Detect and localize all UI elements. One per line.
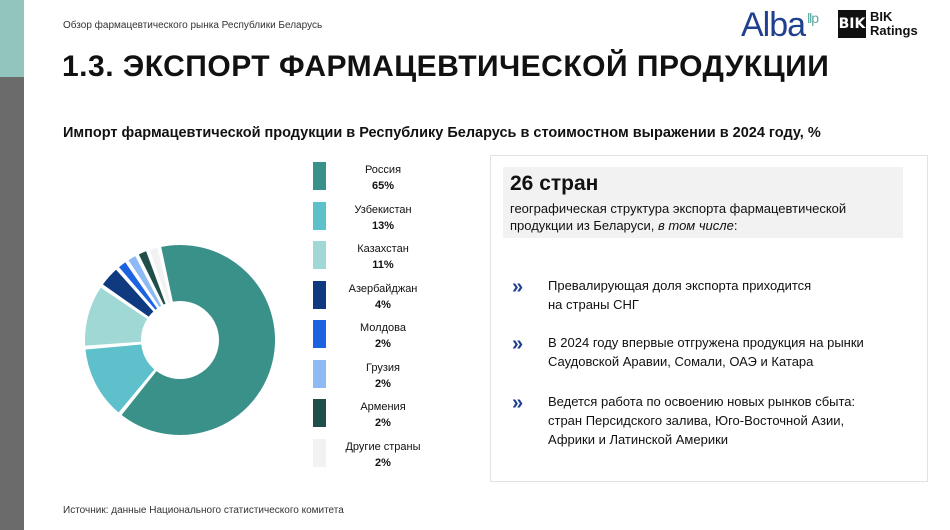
legend-label: Узбекистан [354, 203, 412, 216]
chart-title: Импорт фармацевтической продукции в Респ… [63, 125, 821, 141]
legend-swatch [313, 438, 326, 467]
count-desc-tail: : [733, 218, 738, 233]
legend-swatch [313, 162, 326, 190]
bullet-text: В 2024 году впервые отгружена продукция … [548, 333, 864, 371]
sidebar-accent-gray [0, 77, 24, 530]
donut-slice-1 [118, 243, 277, 437]
bik-logo-mark: BIK [838, 10, 866, 38]
bullet-item: » Превалирующая доля экспорта приходится… [512, 276, 811, 314]
alba-logo: Alba llp [741, 6, 819, 45]
legend-item: Азербайджан 4% [313, 278, 433, 312]
legend-value: 11% [372, 259, 394, 271]
bullet-line: В 2024 году впервые отгружена продукция … [548, 335, 864, 350]
legend-label: Армения [360, 401, 406, 413]
donut-slice-3 [83, 284, 150, 348]
bullet-line: стран Персидского залива, Юго-Восточной … [548, 413, 845, 428]
bik-logo-text: BIK Ratings [870, 10, 918, 38]
legend-item: Молдова 2% [313, 317, 433, 351]
bik-logo-line1: BIK [870, 9, 893, 24]
legend-value: 4% [375, 298, 391, 311]
bullet-line: Ведется работа по освоению новых рынков … [548, 394, 856, 409]
legend-item: Узбекистан 13% [313, 199, 433, 233]
legend-item: Армения 2% [313, 396, 433, 430]
legend-swatch [313, 320, 326, 348]
legend-value: 13% [371, 219, 395, 232]
legend-label: Азербайджан [348, 282, 418, 295]
donut-slice-2 [83, 342, 158, 416]
legend-item: Казахстан 11% [313, 238, 433, 272]
legend-value: 2% [375, 456, 391, 469]
legend-item: Другие страны 2% [313, 436, 433, 470]
donut-slice-8 [147, 245, 173, 306]
country-count-description: географическая структура экспорта фармац… [510, 200, 895, 234]
donut-chart [83, 243, 277, 437]
legend-swatch [313, 241, 326, 269]
bullet-text: Превалирующая доля экспорта приходится н… [548, 276, 811, 314]
legend-swatch [313, 280, 326, 309]
count-desc-text: географическая структура экспорта фармац… [510, 201, 847, 233]
bullet-line: Саудовской Аравии, Сомали, ОАЭ и Катара [548, 354, 814, 369]
legend-label: Казахстан [357, 243, 409, 255]
country-count: 26 стран [510, 172, 599, 195]
document-header: Обзор фармацевтического рынка Республики… [63, 20, 323, 31]
legend-label: Грузия [366, 361, 400, 374]
bullet-line: Африки и Латинской Америки [548, 432, 729, 447]
double-chevron-right-icon: » [512, 392, 524, 414]
bik-ratings-logo: BIK BIK Ratings [838, 10, 918, 38]
legend-label: Молдова [360, 322, 406, 334]
sidebar-accent-teal [0, 0, 24, 77]
bullet-item: » Ведется работа по освоению новых рынко… [512, 392, 855, 449]
legend-item: Грузия 2% [313, 357, 433, 391]
legend-item: Россия 65% [313, 159, 433, 193]
bullet-line: на страны СНГ [548, 297, 639, 312]
bullet-line: Превалирующая доля экспорта приходится [548, 278, 812, 293]
double-chevron-right-icon: » [512, 333, 524, 355]
source-note: Источник: данные Национального статистич… [63, 505, 344, 516]
legend-value: 2% [375, 338, 391, 350]
legend-label: Другие страны [345, 440, 421, 453]
legend-swatch [313, 201, 326, 230]
alba-logo-text: Alba [741, 6, 806, 44]
bullet-text: Ведется работа по освоению новых рынков … [548, 392, 855, 449]
highlight-box [503, 167, 903, 238]
count-desc-emphasis: в том числе [657, 218, 734, 233]
legend-value: 2% [375, 377, 391, 390]
bik-logo-line2: Ratings [870, 23, 918, 38]
page-title: 1.3. ЭКСПОРТ ФАРМАЦЕВТИЧЕСКОЙ ПРОДУКЦИИ [62, 50, 830, 83]
alba-logo-suffix: llp [807, 10, 819, 26]
legend-value: 65% [371, 180, 395, 192]
bullet-item: » В 2024 году впервые отгружена продукци… [512, 333, 864, 371]
legend-value: 2% [375, 417, 391, 429]
legend-swatch [313, 399, 326, 427]
legend-swatch [313, 359, 326, 388]
legend-label: Россия [364, 164, 402, 176]
double-chevron-right-icon: » [512, 276, 524, 298]
